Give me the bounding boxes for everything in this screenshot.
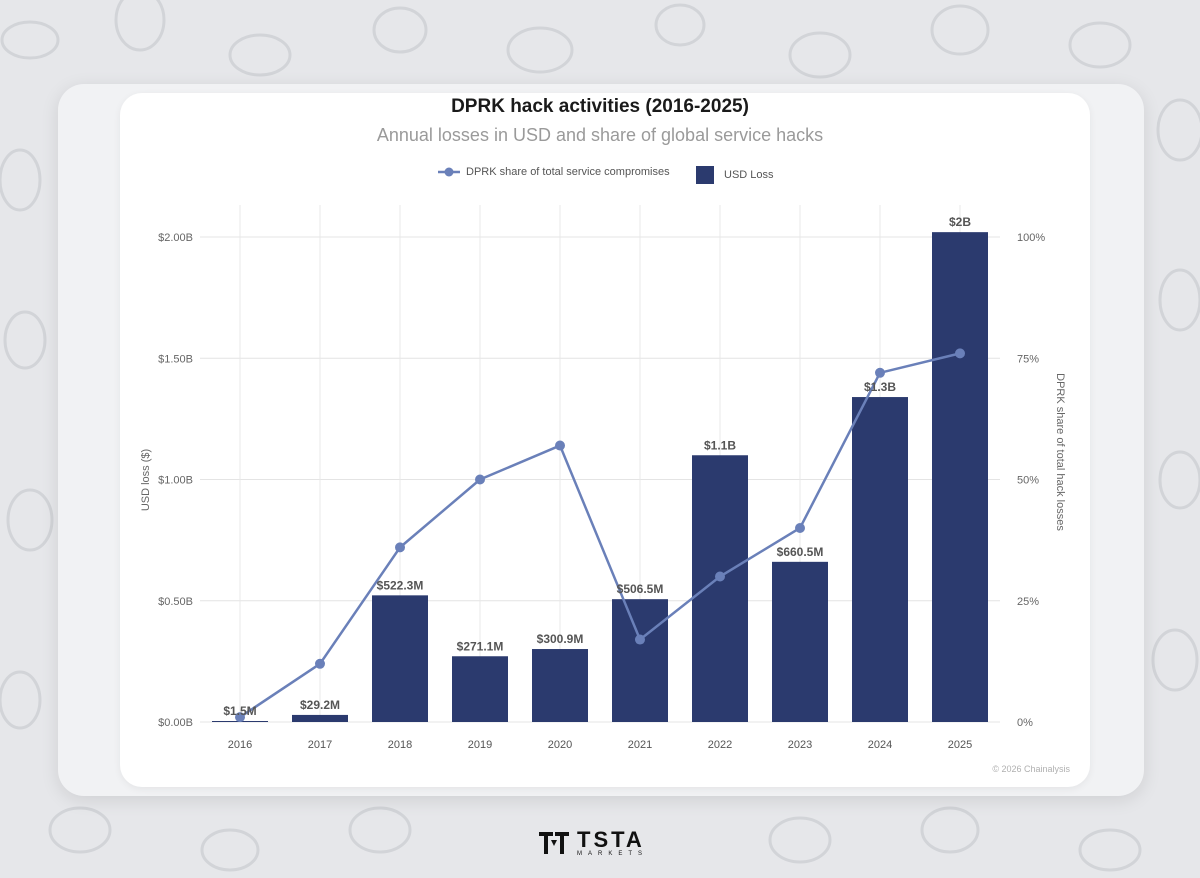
chart-subtitle: Annual losses in USD and share of global…: [376, 125, 824, 145]
point-dprk-share-2018: [395, 542, 405, 553]
point-dprk-share-2019: [475, 474, 485, 485]
x-tick-label: 2019: [468, 739, 492, 751]
legend-label-usd-loss: USD Loss: [724, 169, 774, 181]
point-dprk-share-2020: [555, 440, 565, 451]
point-dprk-share-2021: [635, 634, 645, 645]
point-dprk-share-2024: [875, 367, 885, 378]
data-label-usd-loss: $660.5M: [777, 545, 824, 559]
y-tick-label-right: 75%: [1017, 353, 1039, 365]
x-tick-label: 2020: [548, 739, 572, 751]
legend-line-swatch: [438, 167, 460, 177]
legend-label-share: DPRK share of total service compromises: [466, 166, 670, 178]
data-label-usd-loss: $1.1B: [704, 438, 736, 452]
y-tick-label-right: 0%: [1017, 717, 1033, 729]
chart-title: DPRK hack activities (2016-2025): [451, 96, 749, 117]
line-dprk-share: [239, 352, 961, 719]
point-dprk-share-2023: [795, 523, 805, 533]
y-tick-label-left: $1.00B: [158, 475, 193, 487]
x-tick-label: 2021: [628, 739, 652, 751]
y-axis-title-left: USD loss ($): [140, 448, 152, 512]
x-tick-label: 2018: [388, 739, 412, 751]
point-dprk-share-2022: [715, 571, 725, 582]
brand-logo: TSTA MARKETS: [537, 826, 648, 860]
x-tick-label: 2017: [308, 739, 332, 751]
legend: DPRK share of total service compromises …: [0, 166, 1200, 186]
chart-card: [120, 93, 1090, 787]
data-label-usd-loss: $1.5M: [223, 704, 256, 718]
y-tick-label-left: $2.00B: [158, 232, 193, 244]
brand-logo-icon: [539, 832, 569, 854]
data-label-usd-loss: $506.5M: [617, 582, 664, 596]
data-label-usd-loss: $522.3M: [377, 578, 424, 592]
data-label-usd-loss: $300.9M: [537, 632, 584, 646]
x-tick-label: 2025: [948, 739, 972, 751]
y-axis-title-right: DPRK share of total hack losses: [1054, 373, 1066, 531]
bar-usd-loss-2019: [452, 656, 508, 722]
y-tick-label-right: 100%: [1017, 232, 1045, 244]
bar-usd-loss-2023: [772, 561, 828, 722]
y-tick-label-left: $1.50B: [158, 353, 193, 365]
legend-bar-swatch: [696, 166, 714, 184]
y-tick-label-right: 25%: [1017, 596, 1039, 608]
bar-usd-loss-2018: [372, 595, 428, 722]
point-dprk-share-2025: [955, 348, 965, 359]
x-tick-label: 2023: [788, 739, 812, 751]
y-tick-label-left: $0.00B: [158, 717, 193, 729]
bar-usd-loss-2024: [852, 397, 908, 722]
y-tick-label-left: $0.50B: [158, 596, 193, 608]
point-dprk-share-2016: [235, 712, 245, 723]
bar-usd-loss-2025: [932, 232, 988, 722]
point-dprk-share-2017: [315, 658, 325, 669]
data-label-usd-loss: $29.2M: [300, 698, 340, 712]
bar-usd-loss-2017: [292, 714, 348, 722]
bar-usd-loss-2022: [692, 455, 748, 722]
x-tick-label: 2024: [868, 739, 892, 751]
x-tick-label: 2016: [228, 739, 252, 751]
copyright-text: © 2026 Chainalysis: [992, 764, 1070, 774]
data-label-usd-loss: $2B: [949, 215, 971, 229]
y-tick-label-right: 50%: [1017, 475, 1039, 487]
x-tick-label: 2022: [708, 739, 732, 751]
data-label-usd-loss: $1.3B: [864, 380, 896, 394]
bar-usd-loss-2020: [532, 649, 588, 722]
brand-subtitle: MARKETS: [577, 850, 649, 857]
legend-item-usd-loss: USD Loss: [696, 166, 774, 184]
brand-name: TSTA: [577, 826, 645, 852]
bar-usd-loss-2021: [612, 599, 668, 722]
data-label-usd-loss: $271.1M: [457, 639, 504, 653]
legend-item-share: DPRK share of total service compromises: [438, 166, 670, 178]
